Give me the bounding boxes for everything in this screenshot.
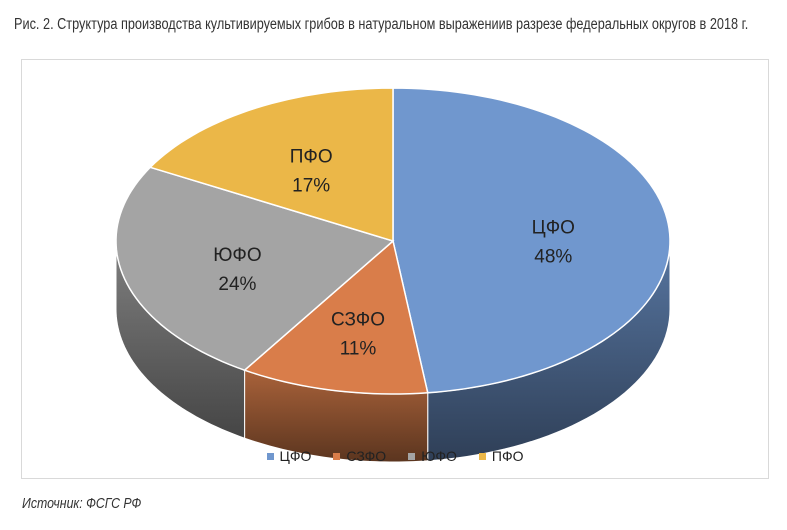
legend-item: ПФО <box>478 448 524 464</box>
chart-title: Рис. 2. Структура производства культивир… <box>14 16 749 33</box>
pie-slices <box>115 87 671 395</box>
slice-value-label: 48% <box>534 246 572 267</box>
slice-category-label: СЗФО <box>331 310 385 331</box>
legend-label: ЮФО <box>421 448 457 464</box>
legend-item: ЦФО <box>266 448 312 464</box>
legend-item: ЮФО <box>408 448 457 464</box>
slice-category-label: ЦФО <box>532 217 575 238</box>
legend-swatch <box>333 452 341 460</box>
slice-category-label: ПФО <box>290 147 333 168</box>
pie-slice-ЮФО <box>115 166 395 372</box>
slice-value-label: 17% <box>292 176 330 197</box>
legend-swatch <box>408 452 416 460</box>
slice-category-label: ЮФО <box>213 245 261 266</box>
source-note: Источник: ФСГС РФ <box>22 496 142 512</box>
legend-swatch <box>478 452 486 460</box>
pie-slice-СЗФО <box>243 239 429 395</box>
legend-swatch <box>266 452 274 460</box>
chart-legend: ЦФО СЗФО ЮФО ПФО <box>22 448 768 464</box>
pie-labels: ЦФО 48% СЗФО 11% ЮФО 24% ПФО 17% <box>213 147 575 360</box>
pie-chart: ЦФО 48% СЗФО 11% ЮФО 24% ПФО 17% <box>115 87 671 463</box>
legend-label: СЗФО <box>346 448 387 464</box>
legend-label: ПФО <box>491 448 524 464</box>
slice-value-label: 24% <box>218 274 256 295</box>
slice-value-label: 11% <box>340 339 377 360</box>
legend-label: ЦФО <box>279 448 312 464</box>
pie-slice-ПФО <box>148 87 394 243</box>
pie-slice-ЦФО <box>392 87 671 394</box>
legend-item: СЗФО <box>333 448 386 464</box>
chart-area: ЦФО 48% СЗФО 11% ЮФО 24% ПФО 17% ЦФО СЗФО ЮФО ПФО <box>21 59 769 479</box>
